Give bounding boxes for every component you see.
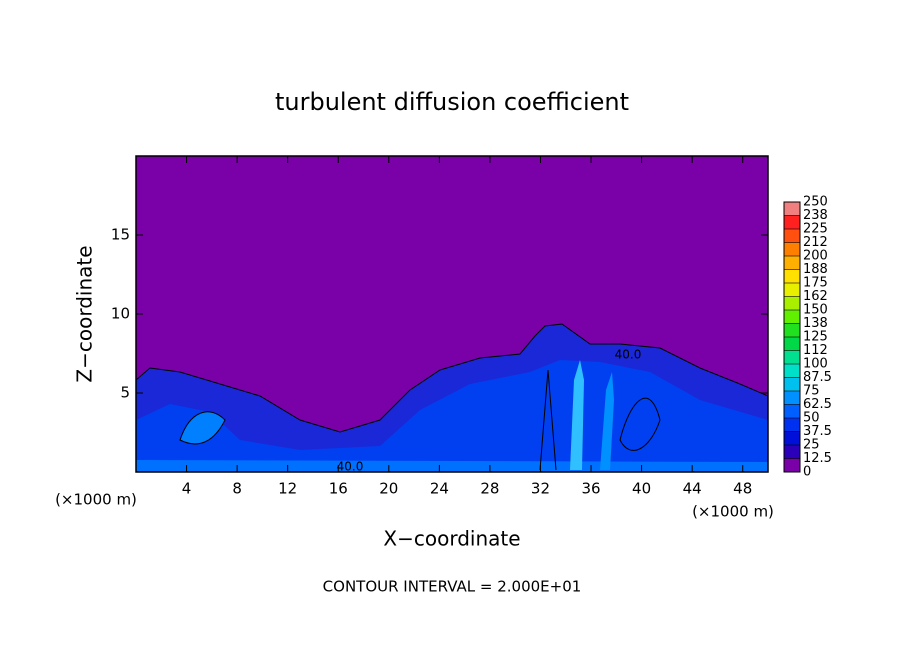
contour-line (179, 369, 661, 471)
colorbar-label: 125 (803, 330, 828, 345)
colorbar-cell (784, 310, 800, 324)
colorbar-label: 12.5 (803, 451, 832, 466)
x-tick-label: 40 (632, 480, 651, 498)
colorbar-cell (784, 296, 800, 310)
colorbar-label: 188 (803, 262, 828, 277)
footnote: CONTOUR INTERVAL = 2.000E+01 (323, 578, 582, 596)
x-axis-label: X−coordinate (383, 527, 520, 551)
field (135, 156, 769, 472)
colorbar-cell (784, 404, 800, 418)
y-axis-label: Z−coordinate (73, 245, 97, 382)
colorbar-cell (784, 283, 800, 297)
colorbar-label: 212 (803, 235, 828, 250)
colorbar-label: 62.5 (803, 397, 832, 412)
colorbar-cell (784, 377, 800, 391)
x-tick-label: 36 (581, 480, 600, 498)
colorbar-label: 37.5 (803, 424, 832, 439)
contour-label: 40.0 (337, 460, 364, 474)
y-tick-label: 5 (120, 384, 130, 402)
x-tick-label: 24 (430, 480, 449, 498)
colorbar-label: 250 (803, 195, 828, 210)
colorbar-cell (784, 418, 800, 432)
colorbar-cell (784, 242, 800, 256)
colorbar-label: 175 (803, 276, 828, 291)
x-tick-label: 8 (232, 480, 242, 498)
colorbar-cell (784, 391, 800, 405)
updraft-streak (600, 372, 614, 470)
y-tick-label: 15 (111, 226, 130, 244)
colorbar-cell (784, 215, 800, 229)
colorbar-label: 100 (803, 357, 828, 372)
colorbar-label: 162 (803, 289, 828, 304)
x-tick-label: 16 (329, 480, 348, 498)
x-tick-label: 4 (182, 480, 192, 498)
colorbar-label: 87.5 (803, 370, 832, 385)
colorbar-label: 200 (803, 249, 828, 264)
chart-title: turbulent diffusion coefficient (275, 88, 629, 116)
x-tick-label: 20 (379, 480, 398, 498)
x-tick-label: 32 (531, 480, 550, 498)
surface-layer (136, 460, 768, 472)
y-tick-label: 10 (111, 305, 130, 323)
colorbar-cell (784, 229, 800, 243)
x-tick-label: 12 (278, 480, 297, 498)
colorbar-cell (784, 431, 800, 445)
colorbar-cell (784, 256, 800, 270)
colorbar-label: 0 (803, 465, 811, 480)
x-unit-label: (×1000 m) (692, 503, 774, 521)
colorbar-label: 25 (803, 438, 820, 453)
colorbar-cell (784, 458, 800, 472)
colorbar-cell (784, 445, 800, 459)
colorbar-label: 225 (803, 222, 828, 237)
colorbar-cell (784, 323, 800, 337)
contour-line (135, 323, 769, 433)
colorbar-label: 150 (803, 303, 828, 318)
colorbar-label: 50 (803, 411, 820, 426)
colorbar-cell (784, 364, 800, 378)
colorbar-cell (784, 202, 800, 216)
x-tick-label: 48 (733, 480, 752, 498)
colorbar-label: 138 (803, 316, 828, 331)
colorbar-label: 238 (803, 208, 828, 223)
colorbar-label: 75 (803, 384, 820, 399)
colorbar-cell (784, 269, 800, 283)
x-unit-label: (×1000 m) (55, 491, 137, 509)
x-tick-label: 28 (480, 480, 499, 498)
x-tick-label: 44 (683, 480, 702, 498)
colorbar-label: 112 (803, 343, 828, 358)
colorbar-cell (784, 350, 800, 364)
colorbar-cell (784, 337, 800, 351)
contour-label: 40.0 (615, 348, 642, 362)
updraft-streak (570, 360, 584, 470)
